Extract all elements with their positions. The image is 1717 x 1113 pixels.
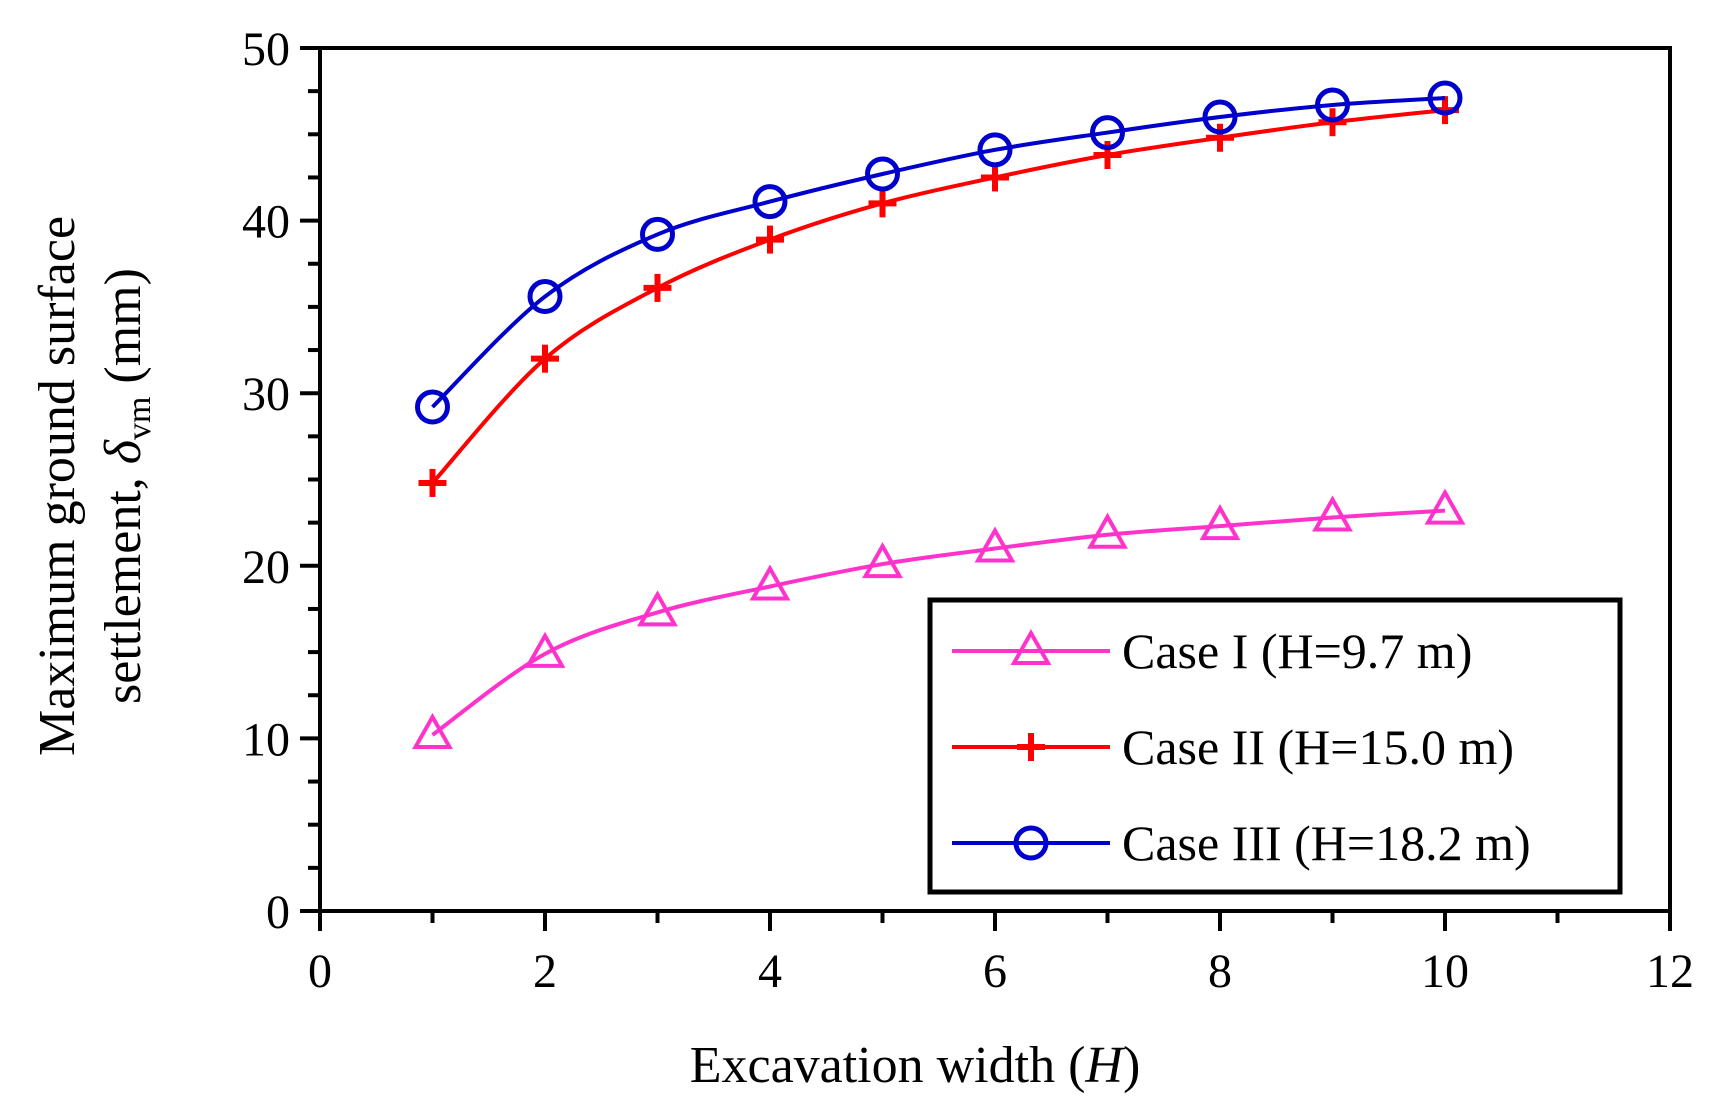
x-tick-label: 0 — [308, 945, 332, 998]
legend-label: Case III (H=18.2 m) — [1122, 815, 1531, 871]
series-1 — [412, 488, 1466, 749]
series-2-line — [431, 108, 1446, 485]
y-axis-title: Maximum ground surface settlement, δvm (… — [29, 216, 158, 756]
series-2-point — [643, 273, 672, 302]
series-2-point — [981, 163, 1009, 192]
y-tick-label: 50 — [242, 23, 290, 76]
y-tick-label: 0 — [266, 886, 290, 939]
series-2-point — [868, 189, 897, 218]
series-2-point — [1206, 123, 1234, 152]
y-tick-label: 20 — [242, 541, 290, 594]
x-tick-label: 8 — [1208, 945, 1232, 998]
series-3-point — [640, 216, 675, 252]
series-1-point — [412, 712, 453, 749]
y-axis-title-line2: settlement, δvm (mm) — [95, 268, 158, 704]
series-2-point — [756, 225, 784, 254]
series-1-point — [1199, 504, 1241, 541]
series-1-point — [1312, 495, 1353, 532]
x-tick-label: 10 — [1421, 945, 1469, 998]
series-3-point — [1427, 80, 1463, 116]
x-tick-label: 4 — [758, 945, 782, 998]
y-tick-label: 10 — [242, 713, 290, 766]
legend-label: Case II (H=15.0 m) — [1122, 719, 1514, 775]
series-2-point — [418, 468, 447, 497]
series-3-point — [1202, 99, 1238, 135]
legend-item-2: Case II (H=15.0 m) — [952, 719, 1514, 775]
series-2 — [418, 96, 1459, 497]
series-1-point — [862, 542, 903, 579]
series-1-point — [1087, 512, 1128, 549]
x-axis-title: Excavation width (H) — [690, 1037, 1141, 1094]
series-1-point — [637, 590, 678, 627]
series-3-point — [752, 184, 788, 220]
series-1-point — [974, 526, 1016, 563]
x-tick-label: 12 — [1646, 945, 1694, 998]
series-3-point — [415, 389, 450, 425]
y-tick-label: 40 — [242, 196, 290, 249]
series-3-point — [527, 279, 563, 315]
legend-swatch-marker — [1017, 733, 1045, 761]
legend-item-3: Case III (H=18.2 m) — [952, 815, 1531, 871]
tick-labels: 0 2 4 6 8 10 12 0 10 20 30 40 50 — [242, 23, 1694, 998]
x-tick-label: 6 — [983, 945, 1007, 998]
series-3-point — [1090, 115, 1125, 151]
series-3-line — [431, 96, 1446, 409]
plot-frame — [318, 46, 1672, 913]
series-3-point — [865, 156, 900, 192]
legend-swatch-marker — [1013, 825, 1049, 861]
series-1-point — [749, 564, 791, 601]
series-3-point — [977, 132, 1013, 168]
legend: Case I (H=9.7 m) Case II (H=15.0 m) Case I… — [927, 597, 1623, 895]
series-3-point — [1315, 87, 1350, 123]
y-tick-label: 30 — [242, 368, 290, 421]
series-1-line — [431, 508, 1446, 737]
legend-swatch-marker — [1010, 628, 1052, 665]
legend-item-1: Case I (H=9.7 m) — [952, 623, 1472, 679]
x-tick-label: 2 — [533, 945, 557, 998]
legend-label: Case I (H=9.7 m) — [1122, 623, 1472, 679]
series-1-point — [524, 631, 566, 668]
series-layer — [412, 80, 1466, 749]
series-1-point — [1424, 488, 1466, 525]
series-2-point — [531, 344, 559, 373]
series-3 — [415, 80, 1463, 425]
y-axis-title-line1: Maximum ground surface — [29, 216, 86, 756]
